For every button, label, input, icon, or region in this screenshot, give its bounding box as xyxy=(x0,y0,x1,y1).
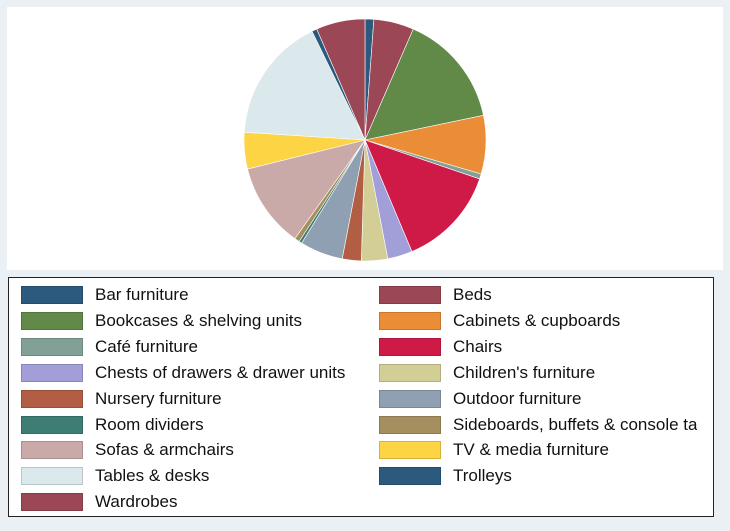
legend-label: TV & media furniture xyxy=(453,440,609,460)
legend-swatch xyxy=(379,467,441,486)
legend-item: Chests of drawers & drawer units xyxy=(21,363,345,383)
pie-slice-16 xyxy=(316,18,366,141)
legend-label: Chests of drawers & drawer units xyxy=(95,362,346,382)
legend-label: Bookcases & shelving units xyxy=(95,310,302,330)
legend-label: Outdoor furniture xyxy=(453,388,582,408)
pie-slice-12 xyxy=(247,139,366,239)
pie-slice-14 xyxy=(243,30,366,141)
legend-item: Trolleys xyxy=(379,466,512,486)
pie-chart xyxy=(243,18,487,262)
legend-swatch xyxy=(21,311,83,330)
legend-swatch xyxy=(379,389,441,408)
legend-swatch xyxy=(379,337,441,356)
legend-item: Room dividers xyxy=(21,415,204,435)
legend-item: Chairs xyxy=(379,337,502,357)
legend-swatch xyxy=(21,467,83,486)
legend-swatch xyxy=(21,415,83,434)
legend-swatch xyxy=(379,363,441,382)
legend-label: Café furniture xyxy=(95,336,198,356)
legend-label: Children's furniture xyxy=(453,362,596,382)
legend-swatch xyxy=(21,337,83,356)
legend-item: Outdoor furniture xyxy=(379,389,582,409)
legend-label: Beds xyxy=(453,285,492,304)
legend-item: Sideboards, buffets & console ta xyxy=(379,415,697,435)
legend-swatch xyxy=(379,311,441,330)
legend-item: Cabinets & cupboards xyxy=(379,311,620,331)
pie-slice-2 xyxy=(364,28,484,141)
legend-label: Sideboards, buffets & console ta xyxy=(453,414,698,434)
legend-item: Wardrobes xyxy=(21,492,178,512)
legend-item: Children's furniture xyxy=(379,363,595,383)
legend-label: Trolleys xyxy=(453,466,512,486)
legend-label: Wardrobes xyxy=(95,492,178,512)
plot-area xyxy=(7,7,723,270)
legend-swatch xyxy=(21,441,83,460)
legend-label: Nursery furniture xyxy=(95,388,222,408)
legend-swatch xyxy=(21,363,83,382)
legend-swatch xyxy=(21,493,83,512)
legend-item: TV & media furniture xyxy=(379,440,609,460)
legend-item: Bookcases & shelving units xyxy=(21,311,302,331)
legend-swatch xyxy=(21,389,83,408)
legend-item: Tables & desks xyxy=(21,466,209,486)
legend-label: Cabinets & cupboards xyxy=(453,310,621,330)
legend-item: Bar furniture xyxy=(21,285,189,305)
legend-label: Chairs xyxy=(453,336,503,356)
legend-item: Sofas & armchairs xyxy=(21,440,234,460)
legend-swatch xyxy=(379,286,441,304)
legend: Bar furniture Beds Bookcases & shelving un… xyxy=(8,277,714,517)
legend-swatch xyxy=(379,415,441,434)
legend-label: Room dividers xyxy=(95,414,204,434)
legend-label: Tables & desks xyxy=(95,466,210,486)
legend-swatch xyxy=(379,441,441,460)
legend-label: Bar furniture xyxy=(95,285,189,304)
legend-swatch xyxy=(21,286,83,304)
pie-slice-5 xyxy=(364,139,480,252)
legend-label: Sofas & armchairs xyxy=(95,440,234,460)
legend-item: Beds xyxy=(379,285,492,305)
legend-item: Café furniture xyxy=(21,337,198,357)
legend-item: Nursery furniture xyxy=(21,389,222,409)
